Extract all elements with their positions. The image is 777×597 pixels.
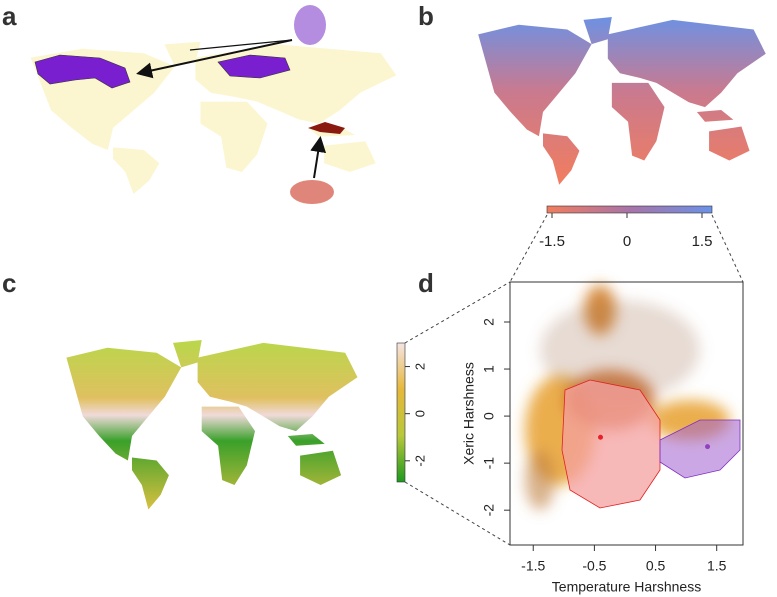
niche-purple — [659, 419, 741, 479]
y-tick-label: 0 — [481, 412, 497, 420]
x-tick-label: 0.5 — [646, 558, 666, 574]
colorbar-b: -1.5 0 1.5 — [539, 205, 713, 250]
point — [705, 444, 711, 450]
bird-icon — [294, 5, 326, 45]
map-c — [66, 339, 358, 510]
arrow — [136, 39, 293, 79]
x-tick-label: -1.5 — [521, 558, 545, 574]
colorbar-tick-label: 1.5 — [692, 233, 713, 250]
point — [598, 434, 604, 440]
connector — [404, 481, 511, 546]
y-axis-label: Xeric Harshness — [461, 362, 477, 465]
panel-label: d — [418, 268, 434, 298]
colorbar-c: -2 0 2 — [396, 342, 427, 483]
panel-label: a — [2, 1, 17, 31]
connector — [404, 281, 511, 344]
connector — [509, 214, 548, 283]
colorbar-b-bar — [546, 205, 713, 214]
colorbar-tick-label: 2 — [412, 363, 427, 370]
colorbar-tick-label: 0 — [623, 233, 631, 250]
niche-red — [561, 379, 661, 509]
map-b — [478, 16, 766, 185]
colorbar-c-bar — [396, 342, 406, 483]
y-tick-label: -2 — [481, 504, 497, 517]
y-tick-label: -1 — [481, 457, 497, 470]
y-tick-label: 2 — [481, 318, 497, 326]
y-tick-label: 1 — [481, 365, 497, 373]
x-tick-label: 1.5 — [707, 558, 727, 574]
x-tick-label: -0.5 — [582, 558, 606, 574]
range-purple — [217, 54, 291, 79]
arrow — [310, 136, 327, 179]
colorbar-tick-label: 0 — [412, 410, 427, 417]
x-axis-label: Temperature Harshness — [552, 579, 701, 595]
connector — [711, 214, 744, 283]
range-purple — [34, 54, 131, 89]
arrow — [189, 39, 293, 51]
plot-frame — [509, 281, 744, 546]
panel-label: c — [2, 268, 16, 298]
plot-d: -1.5 -0.5 0.5 1.5 -2 -1 0 1 2 Temperature Harshne… — [461, 318, 727, 595]
colorbar-tick-label: -1.5 — [539, 233, 565, 250]
range-red — [308, 122, 345, 134]
panel-label: b — [418, 1, 434, 31]
bird-icon — [290, 180, 334, 204]
colorbar-tick-label: -2 — [412, 455, 427, 467]
